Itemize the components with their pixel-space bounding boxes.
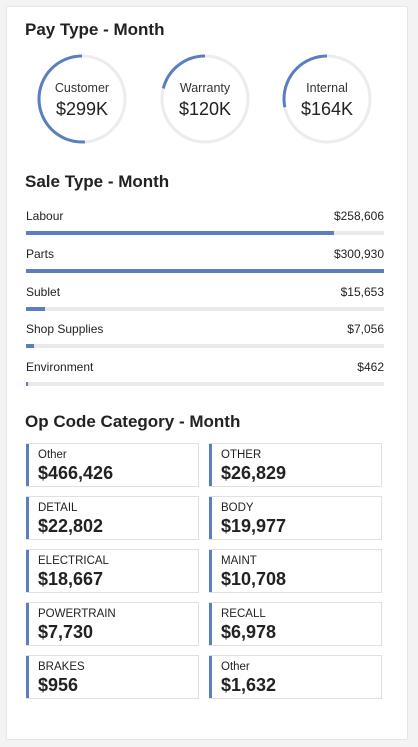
donut-internal-ring — [282, 54, 372, 144]
sale-row-value: $7,056 — [347, 322, 384, 336]
op-code-card[interactable]: Other $466,426 — [26, 443, 199, 487]
donut-internal-label: Internal — [306, 81, 348, 95]
card-accent — [209, 550, 212, 592]
donut-customer-label: Customer — [54, 81, 110, 95]
donut-warranty-ring — [160, 54, 250, 144]
sale-row-track — [26, 382, 384, 386]
sale-row-sublet[interactable]: Sublet $15,653 — [26, 285, 384, 315]
card-value: $10,708 — [221, 569, 287, 589]
op-code-card[interactable]: BODY $19,977 — [209, 496, 382, 540]
card-label: BODY — [221, 502, 254, 514]
sale-row-label: Sublet — [26, 285, 61, 299]
sale-row-value: $15,653 — [340, 285, 384, 299]
sale-row-track — [26, 307, 384, 311]
card-label: RECALL — [221, 608, 266, 620]
card-value: $466,426 — [38, 463, 114, 483]
sale-row-track — [26, 231, 384, 235]
card-value: $1,632 — [221, 675, 277, 695]
donut-customer-value: $299K — [55, 99, 109, 119]
sale-row-value: $300,930 — [333, 247, 384, 261]
sale-row-value: $258,606 — [333, 209, 384, 223]
op-code-card[interactable]: ELECTRICAL $18,667 — [26, 549, 199, 593]
sale-row-environment[interactable]: Environment $462 — [26, 360, 384, 390]
card-accent — [209, 603, 212, 645]
card-value: $22,802 — [38, 516, 104, 536]
card-value: $6,978 — [221, 622, 277, 642]
donut-internal[interactable]: Internal $164K — [281, 53, 373, 145]
sale-row-label: Environment — [26, 360, 94, 374]
card-label: Other — [221, 661, 250, 673]
donut-internal-value: $164K — [300, 99, 354, 119]
sale-row-fill — [26, 307, 45, 311]
card-accent — [26, 444, 29, 486]
donut-warranty[interactable]: Warranty $120K — [159, 53, 251, 145]
card-value: $19,977 — [221, 516, 287, 536]
sale-row-fill — [26, 382, 28, 386]
card-value: $7,730 — [38, 622, 94, 642]
card-value: $18,667 — [38, 569, 104, 589]
card-accent — [209, 656, 212, 698]
donut-customer-ring — [37, 54, 127, 144]
card-accent — [26, 656, 29, 698]
donut-warranty-label: Warranty — [179, 81, 231, 95]
sale-row-label: Labour — [26, 209, 64, 223]
sale-row-track — [26, 344, 384, 348]
op-code-title: Op Code Category - Month — [25, 412, 241, 431]
pay-type-title: Pay Type - Month — [25, 20, 165, 39]
card-label: OTHER — [221, 449, 262, 461]
sale-row-fill — [26, 269, 384, 273]
card-accent — [26, 497, 29, 539]
card-label: MAINT — [221, 555, 257, 567]
card-accent — [209, 444, 212, 486]
sale-row-shop-supplies[interactable]: Shop Supplies $7,056 — [26, 322, 384, 352]
sale-row-label: Shop Supplies — [26, 322, 104, 336]
card-label: DETAIL — [38, 502, 78, 514]
card-label: POWERTRAIN — [38, 608, 116, 620]
donut-warranty-value: $120K — [178, 99, 232, 119]
sale-row-labour[interactable]: Labour $258,606 — [26, 209, 384, 239]
card-value: $26,829 — [221, 463, 287, 483]
dashboard-panel: Pay Type - Month Customer $299K Warranty… — [6, 6, 408, 740]
op-code-card[interactable]: OTHER $26,829 — [209, 443, 382, 487]
op-code-card[interactable]: MAINT $10,708 — [209, 549, 382, 593]
donut-customer[interactable]: Customer $299K — [36, 53, 128, 145]
op-code-card[interactable]: POWERTRAIN $7,730 — [26, 602, 199, 646]
card-label: Other — [38, 449, 67, 461]
op-code-card[interactable]: Other $1,632 — [209, 655, 382, 699]
sale-row-track — [26, 269, 384, 273]
sale-row-parts[interactable]: Parts $300,930 — [26, 247, 384, 277]
op-code-card[interactable]: BRAKES $956 — [26, 655, 199, 699]
op-code-card[interactable]: DETAIL $22,802 — [26, 496, 199, 540]
card-accent — [209, 497, 212, 539]
card-label: BRAKES — [38, 661, 85, 673]
card-label: ELECTRICAL — [38, 555, 109, 567]
card-accent — [26, 603, 29, 645]
sale-row-value: $462 — [357, 360, 384, 374]
op-code-card[interactable]: RECALL $6,978 — [209, 602, 382, 646]
sale-type-title: Sale Type - Month — [25, 172, 170, 191]
sale-row-fill — [26, 344, 35, 348]
card-accent — [26, 550, 29, 592]
card-value: $956 — [38, 675, 79, 695]
sale-row-label: Parts — [26, 247, 55, 261]
sale-row-fill — [26, 231, 334, 235]
